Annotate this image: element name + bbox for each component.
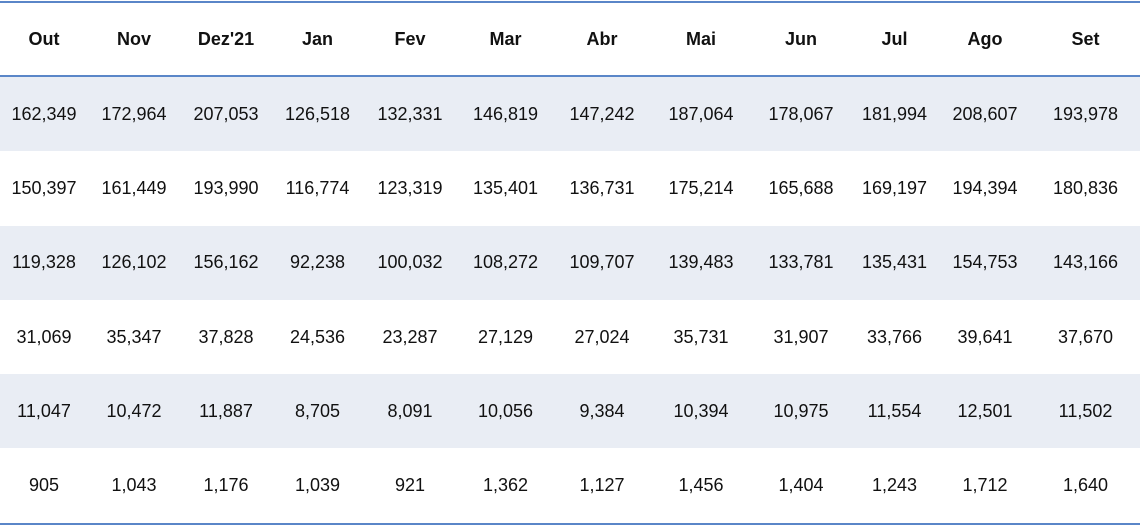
table-cell: 123,319 bbox=[377, 177, 443, 198]
table-row: 905 1,043 1,176 1,039 921 1,362 1,127 1,456 1,40… bbox=[0, 448, 1140, 525]
table-cell: 109,707 bbox=[554, 225, 650, 300]
column-header: Mar bbox=[457, 1, 554, 77]
table-cell: 905 bbox=[0, 448, 88, 525]
table-cell: 23,287 bbox=[382, 326, 438, 347]
table-cell: 37,670 bbox=[1057, 326, 1114, 347]
table-cell: 1,243 bbox=[850, 448, 939, 525]
table-cell: 194,394 bbox=[952, 177, 1018, 198]
table-row: 162,349 172,964 207,053 126,518 132,331 146,8… bbox=[0, 76, 1140, 152]
table-cell: 11,047 bbox=[0, 374, 88, 449]
table-row: 11,047 10,472 11,887 8,705 8,091 10,056 9,384 1… bbox=[0, 374, 1140, 449]
table-cell: 1,043 bbox=[88, 448, 180, 525]
column-header: Ago bbox=[939, 1, 1031, 77]
column-header: Jul bbox=[850, 1, 939, 77]
column-header: Out bbox=[0, 1, 88, 77]
table-cell: 8,091 bbox=[363, 374, 457, 449]
table-cell: 11,502 bbox=[1031, 374, 1140, 449]
table-cell: 147,242 bbox=[554, 76, 650, 152]
table-cell: 100,032 bbox=[363, 225, 457, 300]
table-cell: 181,994 bbox=[850, 76, 939, 152]
table-cell: 175,214 bbox=[668, 177, 734, 198]
column-header: Jun bbox=[752, 1, 850, 77]
table-cell: 187,064 bbox=[650, 76, 752, 152]
table-cell: 108,272 bbox=[457, 225, 554, 300]
column-header: Set bbox=[1031, 1, 1140, 77]
table-cell: 126,518 bbox=[272, 76, 363, 152]
table-cell: 172,964 bbox=[88, 76, 180, 152]
table-cell: 143,166 bbox=[1031, 225, 1140, 300]
table-cell: 135,431 bbox=[850, 225, 939, 300]
table-cell: 9,384 bbox=[554, 374, 650, 449]
table-cell: 8,705 bbox=[272, 374, 363, 449]
table-cell: 132,331 bbox=[363, 76, 457, 152]
table-cell: 1,127 bbox=[554, 448, 650, 525]
table-cell: 10,394 bbox=[650, 374, 752, 449]
table-cell: 1,404 bbox=[752, 448, 850, 525]
table-cell: 178,067 bbox=[752, 76, 850, 152]
table-row: 31,069 35,347 37,828 24,536 23,287 27,129 27,0… bbox=[0, 300, 1140, 374]
table-cell: 24,536 bbox=[289, 326, 346, 347]
table-cell: 1,456 bbox=[650, 448, 752, 525]
table-cell: 193,978 bbox=[1031, 76, 1140, 152]
table-cell: 27,024 bbox=[574, 326, 630, 347]
table-cell: 169,197 bbox=[861, 177, 928, 198]
table-cell: 126,102 bbox=[88, 225, 180, 300]
table-cell: 10,975 bbox=[752, 374, 850, 449]
column-header: Fev bbox=[363, 1, 457, 77]
table-cell: 12,501 bbox=[939, 374, 1031, 449]
table-cell: 1,362 bbox=[457, 448, 554, 525]
column-header: Dez'21 bbox=[180, 1, 272, 77]
table-cell: 35,731 bbox=[673, 326, 729, 347]
table-cell: 39,641 bbox=[957, 326, 1013, 347]
table-row: 119,328 126,102 156,162 92,238 100,032 108,27… bbox=[0, 225, 1140, 300]
table-cell: 161,449 bbox=[101, 177, 167, 198]
table-cell: 11,887 bbox=[180, 374, 272, 449]
column-header: Mai bbox=[650, 1, 752, 77]
table-cell: 208,607 bbox=[939, 76, 1031, 152]
table-cell: 1,176 bbox=[180, 448, 272, 525]
table-cell: 154,753 bbox=[939, 225, 1031, 300]
table-cell: 1,640 bbox=[1031, 448, 1140, 525]
column-header: Abr bbox=[554, 1, 650, 77]
table-cell: 35,347 bbox=[106, 326, 162, 347]
column-header: Nov bbox=[88, 1, 180, 77]
table-cell: 146,819 bbox=[457, 76, 554, 152]
table-cell: 1,039 bbox=[272, 448, 363, 525]
table-cell: 27,129 bbox=[477, 326, 534, 347]
table-cell: 150,397 bbox=[11, 177, 77, 198]
table-cell: 119,328 bbox=[0, 225, 88, 300]
table-row: 150,397 161,449 193,990 116,774 123,319 135,4… bbox=[0, 151, 1140, 225]
table-cell: 31,069 bbox=[16, 326, 72, 347]
table-cell: 207,053 bbox=[180, 76, 272, 152]
table-cell: 33,766 bbox=[866, 326, 923, 347]
table-cell: 31,907 bbox=[773, 326, 829, 347]
table-cell: 136,731 bbox=[569, 177, 635, 198]
table-cell: 921 bbox=[363, 448, 457, 525]
table-cell: 133,781 bbox=[752, 225, 850, 300]
table-cell: 10,056 bbox=[457, 374, 554, 449]
table-cell: 11,554 bbox=[850, 374, 939, 449]
table-cell: 1,712 bbox=[939, 448, 1031, 525]
table-cell: 37,828 bbox=[198, 326, 254, 347]
table-cell: 116,774 bbox=[285, 177, 350, 198]
table-cell: 10,472 bbox=[88, 374, 180, 449]
table-cell: 193,990 bbox=[193, 177, 259, 198]
table-cell: 135,401 bbox=[472, 177, 539, 198]
table-cell: 92,238 bbox=[272, 225, 363, 300]
column-header: Jan bbox=[272, 1, 363, 77]
table-cell: 162,349 bbox=[0, 76, 88, 152]
table-cell: 156,162 bbox=[180, 225, 272, 300]
table-cell: 139,483 bbox=[650, 225, 752, 300]
header-row: Out Nov Dez'21 Jan Fev Mar Abr Mai Jun Jul Ago Set bbox=[0, 1, 1140, 77]
table-cell: 180,836 bbox=[1052, 177, 1119, 198]
table-cell: 165,688 bbox=[768, 177, 834, 198]
